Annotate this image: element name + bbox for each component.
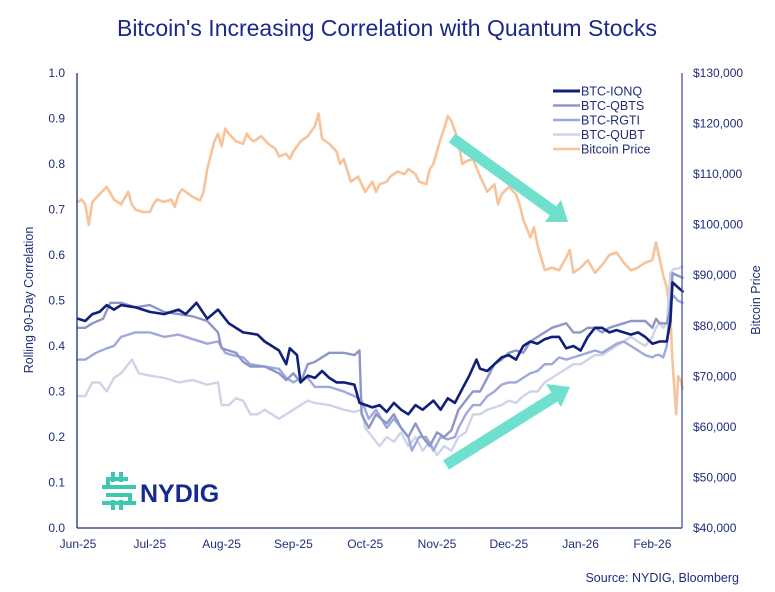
y2-tick-label: $110,000 xyxy=(693,167,742,181)
y2-tick-label: $40,000 xyxy=(693,521,737,535)
y2-tick-label: $100,000 xyxy=(693,218,743,232)
y2-axis-label: Bitcoin Price xyxy=(749,265,763,335)
y-tick-label: 0.8 xyxy=(48,157,65,171)
annotation-arrows xyxy=(443,133,570,470)
y-tick-label: 0.9 xyxy=(48,112,65,126)
y-axis-ticks: 0.0 0.1 0.2 0.3 0.4 0.5 0.6 0.7 0.8 0.9 1.0 xyxy=(48,66,65,535)
y2-tick-label: $80,000 xyxy=(693,319,737,333)
x-tick-label: Dec-25 xyxy=(489,537,528,551)
y2-tick-label: $70,000 xyxy=(693,369,737,383)
y-tick-label: 0.3 xyxy=(48,385,65,399)
y-tick-label: 0.6 xyxy=(48,248,65,262)
source-note: Source: NYDIG, Bloomberg xyxy=(585,571,739,585)
arrow-up-right-icon xyxy=(443,384,570,470)
y-tick-label: 0.1 xyxy=(48,476,65,490)
x-tick-label: Jun-25 xyxy=(60,537,97,551)
y-axis-label: Rolling 90-Day Correlation xyxy=(22,227,36,374)
legend-label: BTC-QUBT xyxy=(581,128,645,142)
legend: BTC-IONQBTC-QBTSBTC-RGTIBTC-QUBTBitcoin … xyxy=(553,85,651,157)
x-tick-label: Aug-25 xyxy=(202,537,241,551)
y2-axis-ticks: $40,000 $50,000 $60,000 $70,000 $80,000 $90,0… xyxy=(693,66,743,535)
series-line-btc-qubt xyxy=(76,265,684,457)
y-tick-label: 0.5 xyxy=(48,294,65,308)
x-tick-label: Oct-25 xyxy=(347,537,383,551)
series-line-btc-rgti xyxy=(76,294,684,452)
y2-tick-label: $50,000 xyxy=(693,470,737,484)
legend-label: BTC-IONQ xyxy=(581,85,642,99)
y-tick-label: 1.0 xyxy=(48,66,65,80)
x-tick-label: Nov-25 xyxy=(418,537,457,551)
y-tick-label: 0.7 xyxy=(48,203,65,217)
nydig-logo-text: NYDIG xyxy=(140,480,219,508)
x-tick-label: Jul-25 xyxy=(133,537,166,551)
series-line-btc-ionq xyxy=(76,281,684,416)
arrow-down-right-icon xyxy=(448,133,568,222)
chart-title: Bitcoin's Increasing Correlation with Qu… xyxy=(117,15,657,41)
y-tick-label: 0.0 xyxy=(48,521,65,535)
x-tick-label: Jan-26 xyxy=(562,537,599,551)
nydig-logo: NYDIG xyxy=(102,472,219,510)
legend-label: BTC-RGTI xyxy=(581,114,640,128)
legend-label: BTC-QBTS xyxy=(581,99,644,113)
y-tick-label: 0.2 xyxy=(48,430,65,444)
series-line-btc-qbts xyxy=(76,272,684,448)
y2-tick-label: $60,000 xyxy=(693,420,737,434)
x-axis-ticks: Jun-25 Jul-25 Aug-25 Sep-25 Oct-25 Nov-25 Dec-… xyxy=(60,537,672,551)
series-group xyxy=(76,112,684,457)
x-tick-label: Sep-25 xyxy=(274,537,313,551)
y2-tick-label: $90,000 xyxy=(693,268,737,282)
y2-tick-label: $130,000 xyxy=(693,66,743,80)
x-tick-label: Feb-26 xyxy=(633,537,671,551)
legend-label: Bitcoin Price xyxy=(581,143,651,157)
y2-tick-label: $120,000 xyxy=(693,117,743,131)
nydig-logo-mark-icon xyxy=(102,472,136,510)
series-line-bitcoin-price xyxy=(76,112,684,416)
y-tick-label: 0.4 xyxy=(48,339,65,353)
